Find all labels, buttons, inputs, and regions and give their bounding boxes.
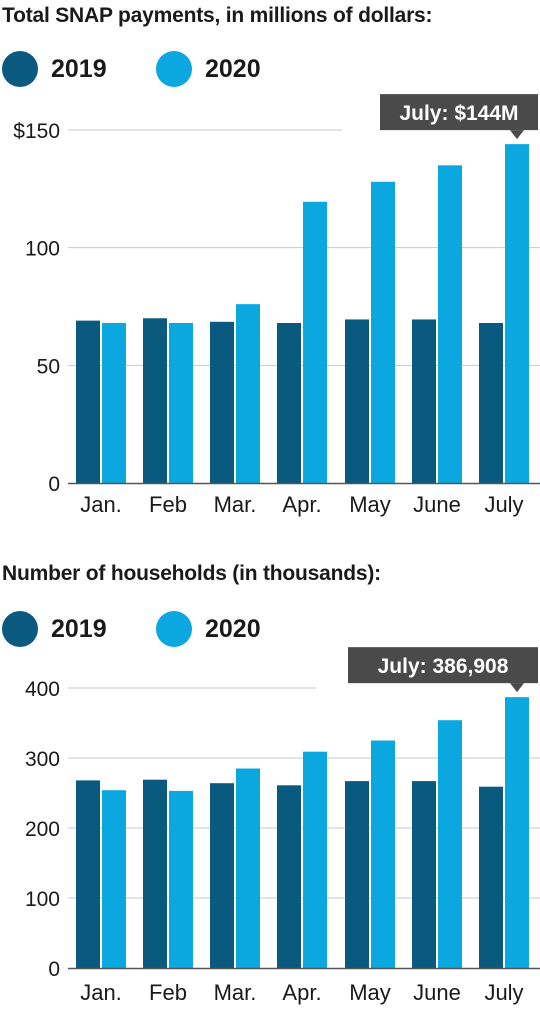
callout-box — [348, 647, 538, 684]
bar-2019-feb — [143, 779, 167, 968]
x-tick-label: Feb — [149, 980, 187, 1005]
bar-2020-mar — [236, 768, 260, 968]
x-tick-label: May — [349, 980, 391, 1005]
bar-2019-jan — [76, 780, 100, 968]
callout-pointer — [510, 683, 524, 693]
bar-2020-feb — [169, 790, 193, 968]
y-tick-label: 100 — [25, 888, 60, 911]
x-tick-label: July — [484, 492, 523, 517]
bar-2020-may — [371, 181, 395, 484]
snap-payments-chart: Total SNAP payments, in millions of doll… — [2, 4, 540, 517]
bar-2020-may — [371, 740, 395, 968]
legend-label: 2020 — [205, 54, 261, 83]
bar-2019-july — [479, 322, 503, 483]
bar-2019-feb — [143, 318, 167, 483]
legend-swatch-2020 — [156, 611, 192, 647]
x-tick-label: Feb — [149, 492, 187, 517]
bar-2020-apr — [303, 751, 327, 968]
legend-label: 2019 — [51, 54, 107, 83]
legend-label: 2019 — [51, 614, 107, 643]
callout-label: July: $144M — [399, 102, 518, 125]
bar-2019-may — [345, 319, 369, 483]
x-tick-label: Jan. — [80, 492, 122, 517]
bar-2019-apr — [277, 322, 301, 483]
x-tick-label: June — [413, 980, 461, 1005]
bar-2020-apr — [303, 201, 327, 483]
y-tick-label: 100 — [25, 238, 60, 261]
x-tick-label: Apr. — [282, 980, 321, 1005]
legend-item-2020: 2020 — [156, 611, 261, 647]
bar-2020-jan — [102, 322, 126, 483]
legend-swatch-2019 — [2, 51, 38, 87]
x-tick-label: Mar. — [214, 980, 257, 1005]
bar-2019-mar — [210, 321, 234, 483]
y-tick-label: 300 — [25, 748, 60, 771]
chart-title: Total SNAP payments, in millions of doll… — [2, 4, 433, 27]
bar-2019-june — [412, 319, 436, 483]
bar-2019-june — [412, 781, 436, 968]
callout-pointer — [510, 130, 524, 140]
legend-item-2019: 2019 — [2, 611, 107, 647]
x-tick-label: Jan. — [80, 980, 122, 1005]
bar-2020-june — [438, 165, 462, 484]
bar-2020-feb — [169, 322, 193, 483]
x-tick-label: July — [484, 980, 523, 1005]
bar-2020-june — [438, 720, 462, 968]
plot-area: 0 50 100 $150 Jan. Feb Mar. Apr. May June July July… — [13, 94, 540, 517]
chart-title: Number of households (in thousands): — [2, 562, 381, 585]
y-tick-label: 200 — [25, 818, 60, 841]
y-tick-label: $150 — [13, 120, 60, 143]
bar-2019-jan — [76, 320, 100, 483]
x-tick-label: Mar. — [214, 492, 257, 517]
y-tick-label: 0 — [48, 958, 60, 981]
legend-swatch-2020 — [156, 51, 192, 87]
callout-label: July: 386,908 — [378, 655, 509, 678]
bar-2019-apr — [277, 785, 301, 968]
y-tick-label: 50 — [37, 355, 60, 378]
bar-2020-mar — [236, 304, 260, 483]
legend-label: 2020 — [205, 614, 261, 643]
y-tick-label: 400 — [25, 678, 60, 701]
legend-item-2019: 2019 — [2, 51, 107, 87]
x-tick-label: June — [413, 492, 461, 517]
y-tick-label: 0 — [48, 473, 60, 496]
legend-item-2020: 2020 — [156, 51, 261, 87]
bar-2020-july — [505, 144, 529, 483]
x-tick-label: May — [349, 492, 391, 517]
callout-box — [380, 94, 538, 131]
bar-2019-mar — [210, 783, 234, 968]
bar-2019-july — [479, 786, 503, 968]
bar-2019-may — [345, 781, 369, 968]
legend-swatch-2019 — [2, 611, 38, 647]
bar-2020-july — [505, 697, 529, 968]
x-tick-label: Apr. — [282, 492, 321, 517]
bar-2020-jan — [102, 790, 126, 968]
